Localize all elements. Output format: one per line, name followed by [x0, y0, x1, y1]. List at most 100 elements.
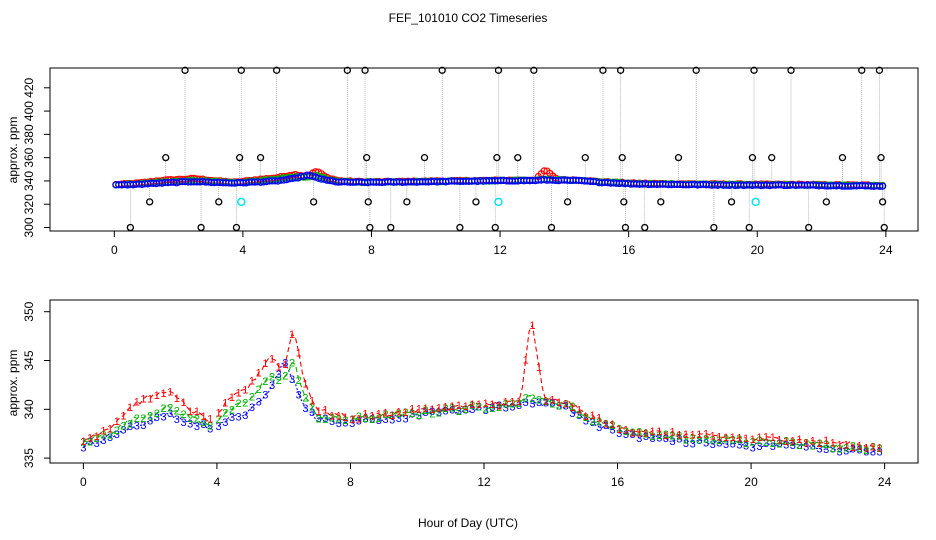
bottom-panel-series-2-line	[618, 428, 747, 444]
bottom-panel-series-2-mark: 2	[356, 411, 362, 423]
bottom-panel-series-1-mark: 1	[783, 436, 789, 448]
bottom-panel-series-1-mark: 1	[463, 401, 469, 413]
bottom-panel-series-3-mark: 3	[663, 433, 669, 445]
top-panel-y-tick-label: 360	[22, 147, 36, 167]
bottom-panel-series-3-mark: 3	[756, 441, 762, 453]
bottom-panel-series-3-mark: 3	[496, 400, 502, 412]
bottom-panel-series-3-mark: 3	[216, 421, 222, 433]
bottom-panel-series-2-mark: 2	[100, 429, 106, 441]
bottom-panel-series-3-mark: 3	[100, 435, 106, 447]
bottom-panel-series-1-mark: 1	[269, 353, 275, 365]
bottom-panel-series-3-mark: 3	[629, 429, 635, 441]
bottom-panel-series-2-mark: 2	[503, 398, 509, 410]
bottom-panel-series-1-mark: 1	[603, 418, 609, 430]
top-panel-outlier-point	[692, 66, 700, 74]
bottom-panel-series-3-mark: 3	[180, 417, 186, 429]
bottom-panel-series-1-mark: 1	[509, 397, 515, 409]
bottom-panel-series-3-mark: 3	[730, 439, 736, 451]
bottom-panel-series-1-mark: 1	[696, 429, 702, 441]
bottom-panel-series-2-mark: 2	[249, 391, 255, 403]
bottom-panel-series-1-mark: 1	[810, 436, 816, 448]
top-panel-outlier-point	[162, 153, 170, 162]
top-panel-outlier-point	[364, 198, 372, 206]
bottom-panel-series-3-mark: 3	[402, 414, 408, 426]
bottom-panel-series-2-mark: 2	[80, 436, 86, 448]
bottom-panel-series-3-mark: 3	[147, 416, 153, 428]
bottom-panel-series-1-mark: 1	[803, 437, 809, 449]
bottom-panel-y-axis: 335 340 345 350	[22, 301, 51, 468]
bottom-panel-series-3-mark: 3	[107, 432, 113, 444]
bottom-panel-y-label: approx. ppm	[6, 350, 20, 417]
bottom-panel-series-3-mark: 3	[489, 402, 495, 414]
bottom-panel-series-3-mark: 3	[236, 412, 242, 424]
top-panel-outlier-point	[750, 66, 758, 74]
top-panel-outlier-point	[236, 153, 244, 162]
bottom-panel-series-2-mark: 2	[663, 429, 669, 441]
bottom-panel-series-1-mark: 1	[296, 348, 302, 360]
bottom-panel-series-3-mark: 3	[783, 439, 789, 451]
bottom-panel-series-3-mark: 3	[536, 397, 542, 409]
bottom-panel-series-3-mark: 3	[843, 446, 849, 458]
bottom-panel-series-1-mark: 1	[796, 434, 802, 446]
bottom-panel-series-2-mark: 2	[823, 439, 829, 451]
bottom-panel-series-2-line	[752, 438, 880, 451]
top-panel-outlier-point	[674, 153, 683, 162]
bottom-panel-series-3-mark: 3	[583, 415, 589, 427]
bottom-panel-series-3-mark: 3	[336, 418, 342, 430]
figure-title: FEF_101010 CO2 Timeseries	[389, 11, 548, 25]
bottom-panel-series-1-mark: 1	[569, 402, 575, 414]
bottom-panel-series-1-mark: 1	[730, 432, 736, 444]
bottom-panel-series-3-mark: 3	[736, 439, 742, 451]
bottom-panel-series-3-mark: 3	[476, 402, 482, 414]
bottom-panel-series-1-mark: 1	[282, 359, 288, 371]
x-axis-label: Hour of Day (UTC)	[418, 516, 518, 530]
top-panel-outlier-point	[530, 66, 538, 74]
bottom-panel-series-1-mark: 1	[194, 406, 200, 418]
bottom-panel-series-1-mark: 1	[147, 393, 153, 405]
bottom-panel-series-1-mark: 1	[107, 424, 113, 436]
bottom-panel-series-3-mark: 3	[670, 436, 676, 448]
top-panel-outlier-point	[514, 153, 522, 162]
bottom-panel-series-2-line	[485, 394, 613, 429]
bottom-panel-series-2-mark: 2	[229, 405, 235, 417]
bottom-panel-series-2-mark: 2	[322, 414, 328, 426]
bottom-panel-series-3-mark: 3	[516, 400, 522, 412]
bottom-panel-series-3-mark: 3	[543, 397, 549, 409]
bottom-panel-series-2-mark: 2	[516, 398, 522, 410]
bottom-panel-x-tick-label: 16	[611, 475, 625, 489]
top-panel-y-tick-label: 400	[22, 101, 36, 121]
bottom-panel-series-1-mark: 1	[302, 378, 308, 390]
bottom-panel-series-2-line	[352, 404, 480, 420]
bottom-panel-series-1-mark: 1	[770, 432, 776, 444]
bottom-panel-series-1-mark: 1	[356, 413, 362, 425]
bottom-panel-series-2-mark: 2	[523, 393, 529, 405]
bottom-panel-series-3-mark: 3	[316, 413, 322, 425]
bottom-panel-y-tick-label: 350	[22, 301, 36, 321]
bottom-panel-series-2-mark: 2	[376, 413, 382, 425]
bottom-panel-series-1-line	[218, 333, 346, 418]
bottom-panel-series-3-mark: 3	[322, 413, 328, 425]
bottom-panel-series-3-line	[82, 412, 211, 448]
bottom-panel-series-1-mark: 1	[369, 411, 375, 423]
top-panel-x-tick-label: 24	[879, 243, 893, 257]
bottom-panel-series-2-mark: 2	[120, 421, 126, 433]
bottom-panel-series-1-mark: 1	[529, 320, 535, 332]
bottom-panel-series-1-mark: 1	[670, 426, 676, 438]
bottom-panel-series-1-mark: 1	[256, 368, 262, 380]
bottom-panel-series-3-mark: 3	[676, 434, 682, 446]
bottom-panel-series-1-mark: 1	[476, 399, 482, 411]
bottom-panel-series-1-mark: 1	[236, 387, 242, 399]
bottom-panel-series-1-mark: 1	[456, 400, 462, 412]
bottom-panel-series-1-mark: 1	[836, 439, 842, 451]
bottom-panel-series-3-mark: 3	[409, 409, 415, 421]
bottom-panel-series-2-mark: 2	[154, 408, 160, 420]
bottom-panel-x-tick-label: 8	[347, 475, 354, 489]
bottom-panel-series-2-mark: 2	[449, 403, 455, 415]
top-panel-outlier-point	[657, 198, 665, 206]
bottom-panel-series-2-mark: 2	[201, 417, 207, 429]
bottom-panel-series-2-mark: 2	[589, 416, 595, 428]
bottom-panel-series-2-mark: 2	[623, 426, 629, 438]
bottom-panel-series-3-mark: 3	[556, 400, 562, 412]
